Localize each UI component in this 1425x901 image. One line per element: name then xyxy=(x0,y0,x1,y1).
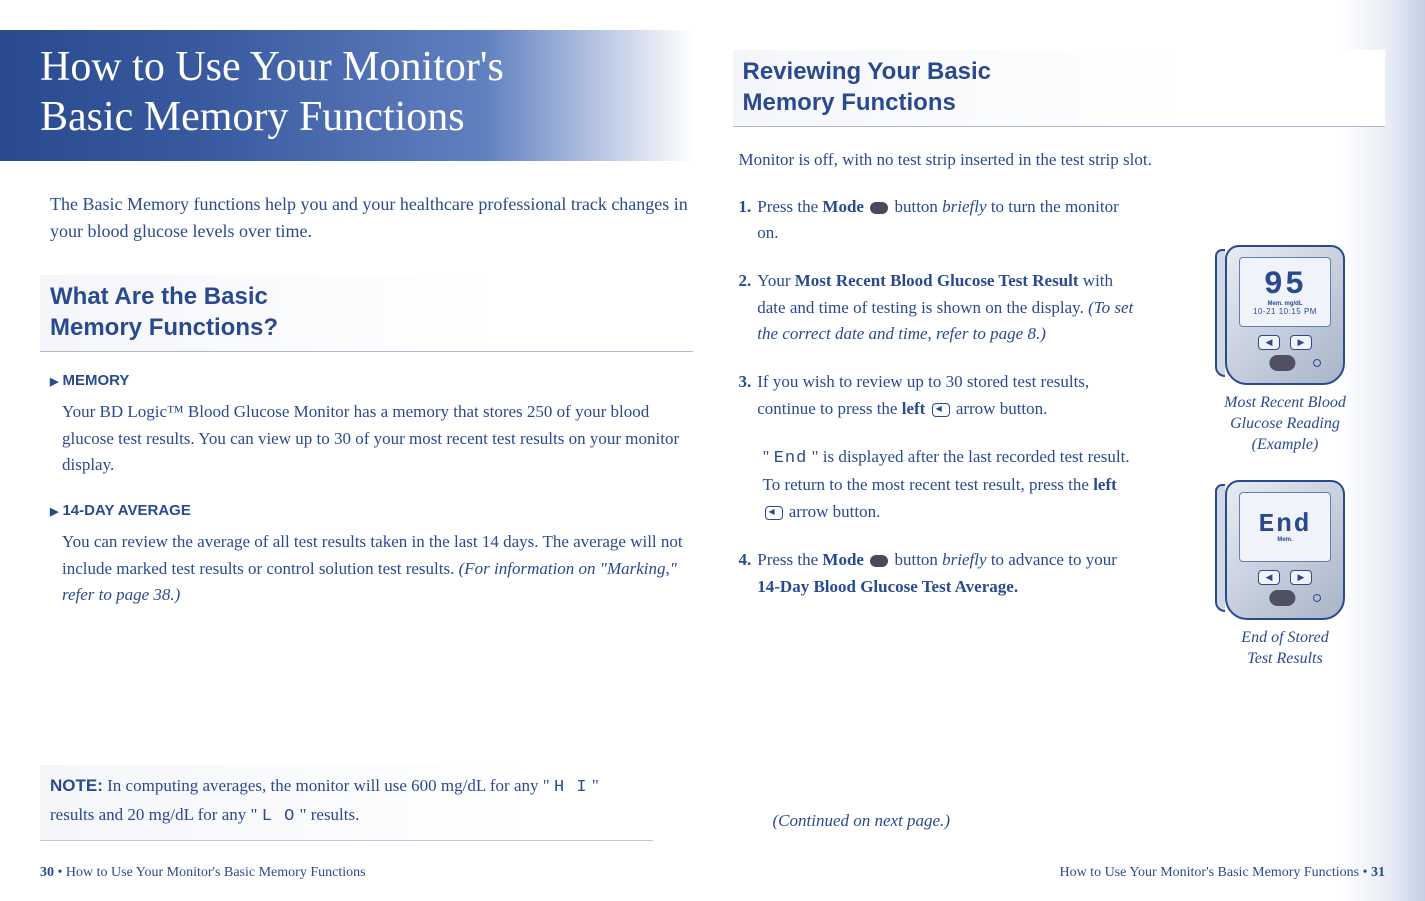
device-illustration-2: End Mem. ◀ ▶ End of Stored Test Results xyxy=(1195,480,1375,670)
note-text-3: " results. xyxy=(295,805,359,824)
device-1-caption: Most Recent Blood Glucose Reading (Examp… xyxy=(1195,393,1375,455)
step-3-body: If you wish to review up to 30 stored te… xyxy=(757,369,1138,422)
step3-left: left xyxy=(902,399,926,418)
step4-c: to advance to your xyxy=(987,550,1117,569)
screen-reading-2: End xyxy=(1259,511,1312,537)
d1-cap-2: Glucose Reading xyxy=(1230,415,1340,432)
step2-bold: Most Recent Blood Glucose Test Result xyxy=(795,271,1079,290)
step3s-left: left xyxy=(1093,475,1117,494)
page-number-left: 30 xyxy=(40,865,54,880)
step-2-num: 2. xyxy=(739,268,752,347)
note-label: NOTE: xyxy=(50,776,103,795)
memory-body: Your BD Logic™ Blood Glucose Monitor has… xyxy=(40,399,693,478)
step-3-num: 3. xyxy=(739,369,752,422)
step3s-end: End xyxy=(774,449,808,468)
d1-cap-3: (Example) xyxy=(1252,436,1319,453)
d2-cap-1: End of Stored xyxy=(1241,629,1328,646)
step-2: 2. Your Most Recent Blood Glucose Test R… xyxy=(739,268,1139,347)
device-right-arrow-icon-2: ▶ xyxy=(1290,570,1312,585)
review-line-2: Memory Functions xyxy=(743,89,956,116)
avg-body: You can review the average of all test r… xyxy=(40,529,693,608)
section-line-1: What Are the Basic xyxy=(50,283,268,310)
avg-subheader: 14-DAY AVERAGE xyxy=(40,502,693,519)
left-arrow-icon xyxy=(932,403,950,417)
step-3-sub: " End " is displayed after the last reco… xyxy=(739,444,1139,525)
step-2-body: Your Most Recent Blood Glucose Test Resu… xyxy=(757,268,1138,347)
device-body: 95 Mem. mg/dL 10-21 10:15 PM ◀ ▶ xyxy=(1225,245,1345,385)
page-title: How to Use Your Monitor's Basic Memory F… xyxy=(0,30,693,161)
device-illustration-1: 95 Mem. mg/dL 10-21 10:15 PM ◀ ▶ Most Re… xyxy=(1195,245,1375,455)
device-left-arrow-icon: ◀ xyxy=(1258,335,1280,350)
memory-subheader: MEMORY xyxy=(40,372,693,389)
mode-button-icon xyxy=(870,202,888,214)
left-page: How to Use Your Monitor's Basic Memory F… xyxy=(0,0,713,901)
left-arrow-icon-2 xyxy=(765,506,783,520)
device-right-arrow-icon: ▶ xyxy=(1290,335,1312,350)
note-hi: H I xyxy=(554,778,588,797)
device-1: 95 Mem. mg/dL 10-21 10:15 PM ◀ ▶ xyxy=(1225,245,1345,385)
note-box: NOTE: In computing averages, the monitor… xyxy=(40,765,653,841)
screen-datetime: 10-21 10:15 PM xyxy=(1253,307,1317,316)
step3s-b: " is displayed after the last recorded t… xyxy=(763,447,1130,494)
step-4-body: Press the Mode button briefly to advance… xyxy=(757,547,1138,600)
footer-left: 30 • How to Use Your Monitor's Basic Mem… xyxy=(40,865,366,881)
screen-unit-2: Mem. xyxy=(1277,537,1292,543)
title-line-2: Basic Memory Functions xyxy=(40,94,465,140)
review-line-1: Reviewing Your Basic xyxy=(743,58,992,85)
screen-reading: 95 xyxy=(1264,269,1306,301)
note-lo: L O xyxy=(262,807,296,826)
step-1-body: Press the Mode button briefly to turn th… xyxy=(757,194,1138,247)
footer-right-text: How to Use Your Monitor's Basic Memory F… xyxy=(1059,865,1371,880)
step1-b: button xyxy=(890,197,942,216)
step3s-c: arrow button. xyxy=(785,502,881,521)
step-1: 1. Press the Mode button briefly to turn… xyxy=(739,194,1139,247)
section-header-what-are: What Are the Basic Memory Functions? xyxy=(40,275,693,352)
step-1-num: 1. xyxy=(739,194,752,247)
device-left-arrow-icon-2: ◀ xyxy=(1258,570,1280,585)
step-4: 4. Press the Mode button briefly to adva… xyxy=(739,547,1139,600)
device-arrows: ◀ ▶ xyxy=(1227,335,1343,350)
step3s-a: " xyxy=(763,447,774,466)
device-body-2: End Mem. ◀ ▶ xyxy=(1225,480,1345,620)
device-side xyxy=(1215,249,1225,377)
device-indicator xyxy=(1313,359,1321,367)
footer-left-text: • How to Use Your Monitor's Basic Memory… xyxy=(54,865,366,880)
title-line-1: How to Use Your Monitor's xyxy=(40,44,504,90)
device-screen: 95 Mem. mg/dL 10-21 10:15 PM xyxy=(1239,257,1331,327)
mode-button-icon-2 xyxy=(870,555,888,567)
device-mode-button xyxy=(1269,355,1295,371)
intro-paragraph: The Basic Memory functions help you and … xyxy=(40,191,693,245)
device-side-2 xyxy=(1215,484,1225,612)
device-mode-button-2 xyxy=(1269,590,1295,606)
step4-b: button xyxy=(890,550,942,569)
d2-cap-2: Test Results xyxy=(1247,650,1322,667)
step4-a: Press the xyxy=(757,550,822,569)
review-intro: Monitor is off, with no test strip inser… xyxy=(733,147,1386,173)
device-2-caption: End of Stored Test Results xyxy=(1195,628,1375,670)
d1-cap-1: Most Recent Blood xyxy=(1224,394,1346,411)
step2-a: Your xyxy=(757,271,795,290)
step4-bold: 14-Day Blood Glucose Test Average. xyxy=(757,577,1018,596)
step4-briefly: briefly xyxy=(942,550,986,569)
footer-right: How to Use Your Monitor's Basic Memory F… xyxy=(1059,865,1385,881)
device-2: End Mem. ◀ ▶ xyxy=(1225,480,1345,620)
step-3: 3. If you wish to review up to 30 stored… xyxy=(739,369,1139,422)
right-page: Reviewing Your Basic Memory Functions Mo… xyxy=(713,0,1425,901)
step1-briefly: briefly xyxy=(942,197,986,216)
step-4-num: 4. xyxy=(739,547,752,600)
step1-mode-label: Mode xyxy=(822,197,864,216)
device-arrows-2: ◀ ▶ xyxy=(1227,570,1343,585)
step1-a: Press the xyxy=(757,197,822,216)
step3-b: arrow button. xyxy=(952,399,1048,418)
section-header-reviewing: Reviewing Your Basic Memory Functions xyxy=(733,50,1386,127)
device-screen-2: End Mem. xyxy=(1239,492,1331,562)
section-line-2: Memory Functions? xyxy=(50,314,278,341)
page-number-right: 31 xyxy=(1371,865,1385,880)
step4-mode: Mode xyxy=(822,550,864,569)
device-indicator-2 xyxy=(1313,594,1321,602)
note-text-1: In computing averages, the monitor will … xyxy=(103,776,554,795)
page-spread: How to Use Your Monitor's Basic Memory F… xyxy=(0,0,1425,901)
continued-text: (Continued on next page.) xyxy=(773,811,951,831)
